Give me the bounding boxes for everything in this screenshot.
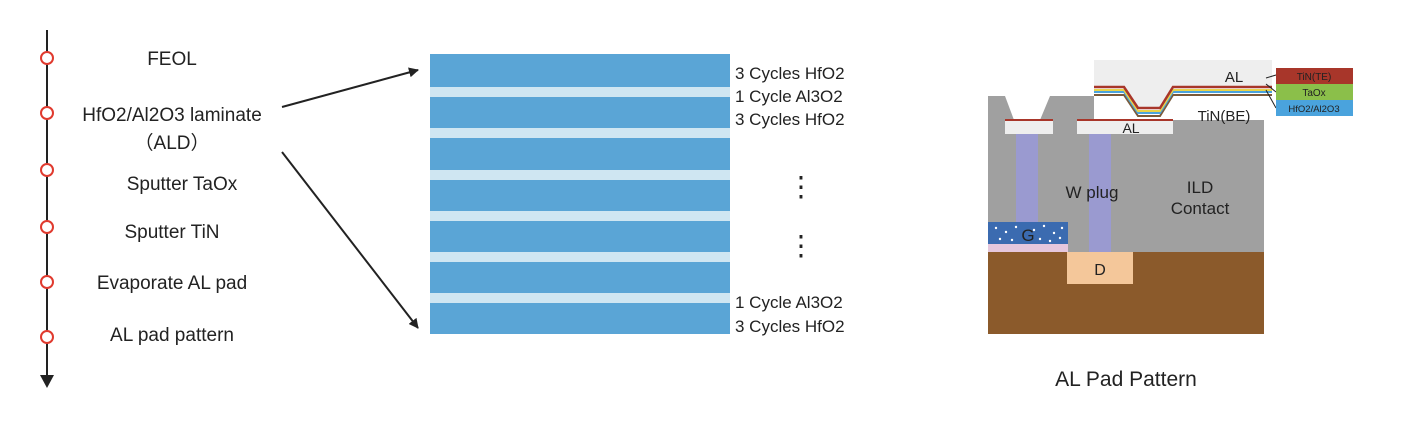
legend-swatch-hfo2-al2o3 <box>1276 100 1353 116</box>
step-label-ald: （ALD） <box>135 132 210 154</box>
step-marker <box>40 275 54 289</box>
al2o3-stripe <box>430 170 730 180</box>
contact-label: Contact <box>1171 199 1230 218</box>
hfo2-layer-block <box>430 54 730 334</box>
tin-te-line <box>1094 85 1272 110</box>
w-plug-gate <box>1016 134 1038 222</box>
al2o3-stripe <box>430 293 730 303</box>
label-top-hfo2: 3 Cycles HfO2 <box>735 64 845 83</box>
ellipsis-upper: ⋮ <box>787 171 815 202</box>
gate-dots <box>994 224 1064 243</box>
tin-be-line <box>1094 94 1272 117</box>
legend-swatch-taox <box>1276 84 1353 100</box>
step-label-sputter-taox: Sputter TaOx <box>127 174 238 195</box>
hfo2-al2o3-line <box>1094 91 1272 114</box>
al2o3-stripe <box>430 252 730 262</box>
al-pad-drain <box>1077 120 1173 134</box>
step-label-laminate: HfO2/Al2O3 laminate <box>82 105 262 126</box>
al-pad-label: AL <box>1122 120 1139 136</box>
w-plug-drain <box>1089 134 1111 252</box>
legend-label-hfo2-al2o3: HfO2/Al2O3 <box>1288 104 1339 115</box>
step-marker <box>40 220 54 234</box>
ild-label: ILD <box>1187 178 1213 197</box>
label-bottom-al2o3: 1 Cycle Al3O2 <box>735 293 843 312</box>
label-second-hfo2: 3 Cycles HfO2 <box>735 110 845 129</box>
drain-block <box>1067 252 1133 284</box>
device-caption: AL Pad Pattern <box>1055 368 1197 391</box>
gate-oxide <box>988 244 1068 252</box>
al2o3-stripe <box>430 87 730 97</box>
device-cross-section: G D AL AL TiN(BE) W plug ILD Contact TiN… <box>988 60 1353 391</box>
pointer-arrow-bottom <box>281 151 419 329</box>
ellipsis-lower: ⋮ <box>787 230 815 261</box>
step-marker <box>40 51 54 65</box>
step-label-evaporate-al: Evaporate AL pad <box>97 273 247 294</box>
step-label-sputter-tin: Sputter TiN <box>124 222 219 243</box>
laminate-stack: 3 Cycles HfO2 1 Cycle Al3O2 3 Cycles HfO… <box>430 54 845 336</box>
w-plug-label: W plug <box>1066 183 1119 202</box>
legend-label-tin-te: TiN(TE) <box>1297 72 1332 83</box>
al-top-label: AL <box>1225 69 1243 86</box>
al2o3-stripe <box>430 211 730 221</box>
pointer-arrow-top <box>281 67 419 108</box>
timeline-arrow-icon <box>40 375 54 388</box>
al-pad-gate <box>1005 120 1053 134</box>
process-flow: FEOL HfO2/Al2O3 laminate （ALD） Sputter T… <box>40 30 262 388</box>
gate-label: G <box>1021 226 1034 245</box>
al2o3-stripes <box>430 87 730 303</box>
step-marker <box>40 330 54 344</box>
step-label-al-pattern: AL pad pattern <box>110 325 234 346</box>
tin-be-label: TiN(BE) <box>1198 108 1251 125</box>
legend-label-taox: TaOx <box>1302 88 1325 99</box>
label-bottom-hfo2: 3 Cycles HfO2 <box>735 317 845 336</box>
ild-body <box>988 96 1264 252</box>
step-marker <box>40 106 54 120</box>
drain-label: D <box>1094 262 1106 279</box>
step-marker <box>40 163 54 177</box>
taox-line <box>1094 89 1272 112</box>
legend-swatch-tin-te <box>1276 68 1353 84</box>
top-al-layer <box>1094 60 1272 108</box>
al2o3-stripe <box>430 128 730 138</box>
legend-connector <box>1265 83 1277 93</box>
gate-block <box>988 222 1068 244</box>
legend-connector <box>1265 74 1277 79</box>
label-top-al2o3: 1 Cycle Al3O2 <box>735 87 843 106</box>
step-label-feol: FEOL <box>147 49 197 70</box>
legend-connector <box>1265 89 1277 109</box>
